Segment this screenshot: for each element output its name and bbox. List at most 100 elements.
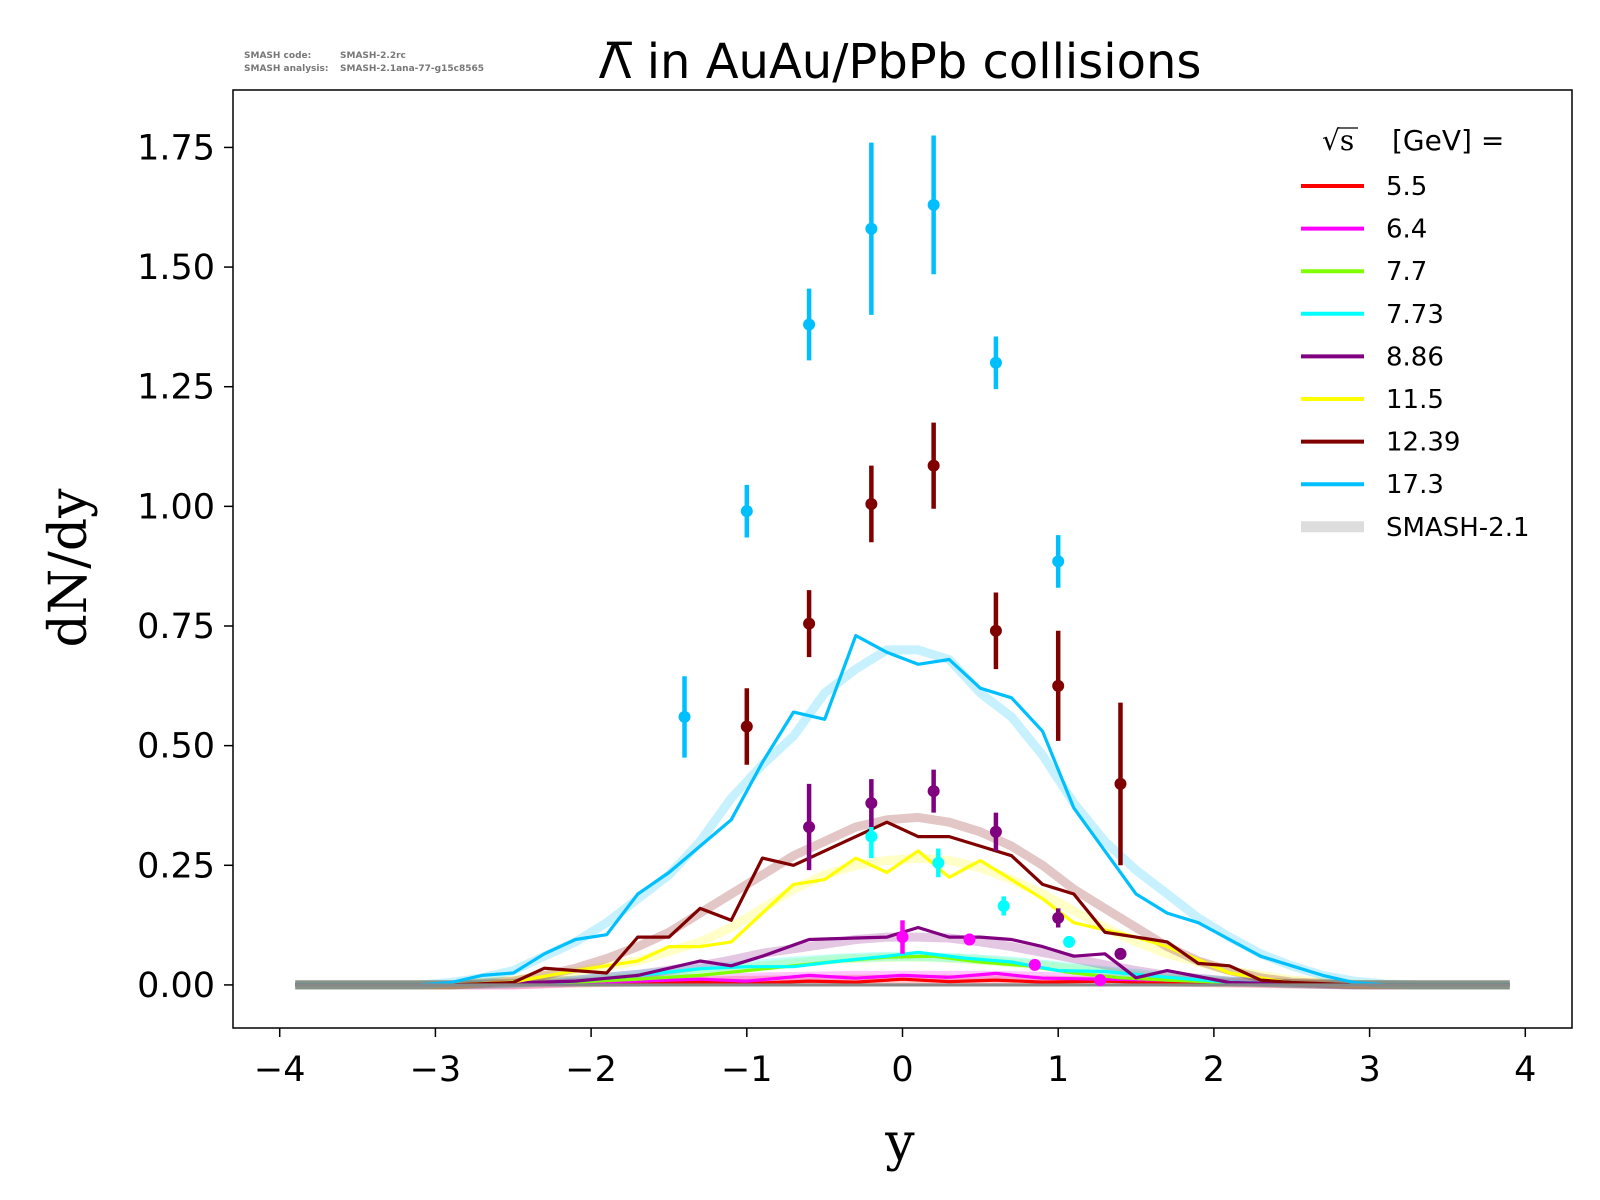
x-tick-label: 4	[1514, 1050, 1536, 1090]
marker	[865, 222, 878, 235]
marker	[989, 356, 1002, 369]
marker	[1052, 911, 1065, 924]
series-line-8-86	[295, 925, 1510, 987]
legend-label-7: 17.3	[1386, 470, 1444, 500]
data-point-6-4-0	[896, 920, 909, 954]
legend-label-1: 6.4	[1386, 215, 1427, 245]
marker	[740, 720, 753, 733]
plot-inner	[295, 135, 1510, 990]
data-point-17-3-5	[989, 336, 1002, 390]
marker	[1052, 679, 1065, 692]
chart-title: Λ̅ in AuAu/PbPb collisions	[599, 34, 1202, 90]
data-point-12-39-0	[740, 688, 753, 765]
meta-analysis-value: SMASH-2.1ana-77-g15c8565	[340, 64, 484, 74]
marker	[865, 830, 878, 843]
y-tick-label: 0.00	[137, 966, 215, 1006]
marker	[989, 825, 1002, 838]
marker	[1114, 777, 1127, 790]
data-point-6-4-1	[963, 933, 976, 946]
y-tick-label: 1.00	[137, 487, 215, 527]
y-tick-label: 0.50	[137, 727, 215, 767]
y-tick-label: 1.25	[137, 368, 215, 408]
x-tick-label: −3	[410, 1050, 462, 1090]
data-point-8-86-0	[803, 783, 816, 871]
marker	[1063, 935, 1076, 948]
data-point-6-4-2	[1028, 958, 1041, 971]
data-point-8-86-1	[865, 779, 878, 827]
meta-code-label: SMASH code:	[244, 51, 311, 61]
series-line-17-3	[295, 633, 1510, 987]
legend: √s [GeV] = 5.5 6.4 7.7 7.73 8.86 11.5 12.39 17.…	[1301, 124, 1530, 543]
data-point-17-3-6	[1052, 535, 1065, 588]
meta-analysis-label: SMASH analysis:	[244, 64, 328, 74]
legend-label-4: 8.86	[1386, 342, 1444, 372]
marker	[865, 797, 878, 810]
y-tick-label: 0.25	[137, 846, 215, 886]
legend-label-5: 11.5	[1386, 385, 1444, 415]
y-tick-label: 0.75	[137, 607, 215, 647]
data-point-12-39-4	[989, 592, 1002, 670]
marker	[1114, 947, 1127, 960]
x-tick-label: 1	[1047, 1050, 1069, 1090]
x-tick-label: −1	[721, 1050, 773, 1090]
data-point-12-39-3	[927, 422, 940, 509]
x-tick-label: 2	[1203, 1050, 1225, 1090]
data-point-8-86-3	[989, 812, 1002, 851]
marker	[1028, 958, 1041, 971]
data-point-8-86-4	[1052, 908, 1065, 928]
marker	[896, 931, 909, 944]
marker	[740, 505, 753, 518]
legend-title-suffix: [GeV] =	[1392, 124, 1504, 157]
x-axis-label: y	[884, 1113, 915, 1173]
data-point-7-73-3	[1063, 935, 1076, 948]
data-point-12-39-1	[803, 590, 816, 658]
marker	[963, 933, 976, 946]
x-tick-label: 0	[891, 1050, 913, 1090]
data-point-6-4-3	[1094, 974, 1107, 987]
x-tick-label: −4	[254, 1050, 306, 1090]
marker	[927, 459, 940, 472]
marker	[1052, 555, 1065, 568]
legend-label-8: SMASH-2.1	[1386, 513, 1530, 543]
marker	[803, 617, 816, 630]
x-tick-label: 3	[1358, 1050, 1380, 1090]
plot-frame	[232, 89, 1573, 1029]
data-point-7-73-1	[932, 848, 945, 878]
meta-code-value: SMASH-2.2rc	[340, 51, 406, 61]
data-point-8-86-5	[1114, 947, 1127, 960]
y-tick-label: 1.50	[137, 248, 215, 288]
marker	[927, 198, 940, 211]
marker	[803, 821, 816, 833]
data-point-7-73-2	[997, 896, 1010, 916]
legend-label-3: 7.73	[1386, 300, 1444, 330]
marker	[927, 785, 940, 798]
data-point-12-39-2	[865, 465, 878, 543]
legend-label-6: 12.39	[1386, 428, 1460, 458]
data-point-17-3-0	[678, 676, 691, 758]
data-point-17-3-3	[865, 142, 878, 315]
marker	[1094, 974, 1107, 987]
data-point-17-3-1	[740, 484, 753, 538]
marker	[989, 624, 1002, 637]
axes: −4 −3 −2 −1 0 1 2 3 4 0.00 0.25 0.50 0.75 1.00 1.25 1.5…	[137, 89, 1573, 1090]
data-point-17-3-4	[927, 135, 940, 275]
legend-label-0: 5.5	[1386, 172, 1427, 202]
data-point-17-3-2	[803, 288, 816, 361]
series-line-11-5	[295, 849, 1510, 987]
marker	[678, 710, 691, 723]
plot-area	[295, 135, 1510, 990]
smash-meta: SMASH code: SMASH-2.2rc SMASH analysis: …	[244, 51, 484, 74]
marker	[803, 318, 816, 331]
x-tick-label: −2	[565, 1050, 617, 1090]
legend-label-2: 7.7	[1386, 257, 1427, 287]
reference-band-12-39	[295, 812, 1510, 990]
y-tick-label: 1.75	[137, 128, 215, 168]
marker	[997, 899, 1010, 912]
data-point-12-39-5	[1052, 630, 1065, 741]
legend-title-symbol: √s	[1322, 124, 1354, 157]
marker	[865, 497, 878, 510]
data-point-12-39-6	[1114, 702, 1127, 866]
data-point-8-86-2	[927, 769, 940, 813]
series-line-12-39	[295, 820, 1510, 987]
